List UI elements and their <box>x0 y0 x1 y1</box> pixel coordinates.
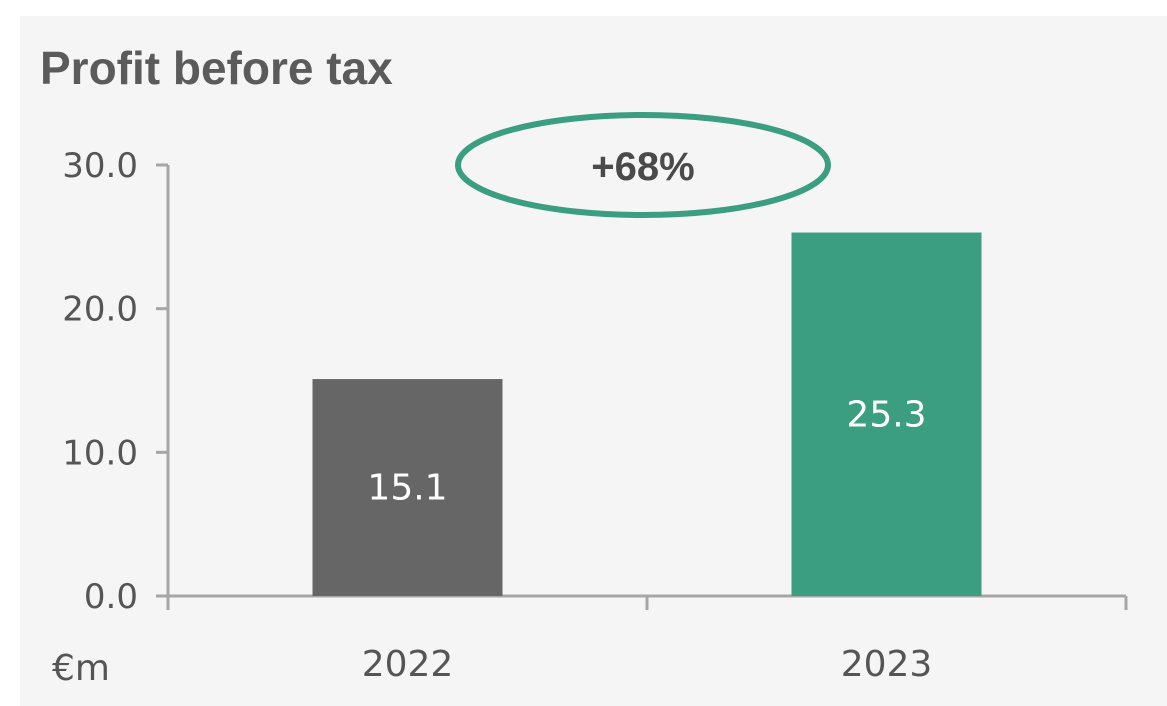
x-category-label: 2022 <box>362 644 454 685</box>
chart-title: Profit before tax <box>40 42 393 94</box>
unit-label: €m <box>52 648 110 689</box>
bars <box>312 232 982 597</box>
y-tick-label: 0.0 <box>84 577 138 617</box>
data-label-2022: 15.1 <box>367 468 447 509</box>
data-label-2023: 25.3 <box>846 394 926 435</box>
growth-annotation-label: +68% <box>591 145 694 189</box>
profit-bar-chart: Profit before tax 0.0 10.0 20.0 30.0 15.1 202… <box>40 42 1128 689</box>
labels: 0.0 10.0 20.0 30.0 15.1 2022 25.3 2023 <box>62 146 932 685</box>
bar-2023 <box>791 232 982 597</box>
y-tick-label: 10.0 <box>62 433 138 473</box>
chart-panel: Profit before tax 0.0 10.0 20.0 30.0 15.1 202… <box>20 16 1167 706</box>
y-tick-label: 30.0 <box>62 146 138 186</box>
x-category-label: 2023 <box>841 644 933 685</box>
y-tick-label: 20.0 <box>62 290 138 330</box>
growth-annotation-ellipse <box>455 112 831 218</box>
bar-2022 <box>312 379 503 596</box>
